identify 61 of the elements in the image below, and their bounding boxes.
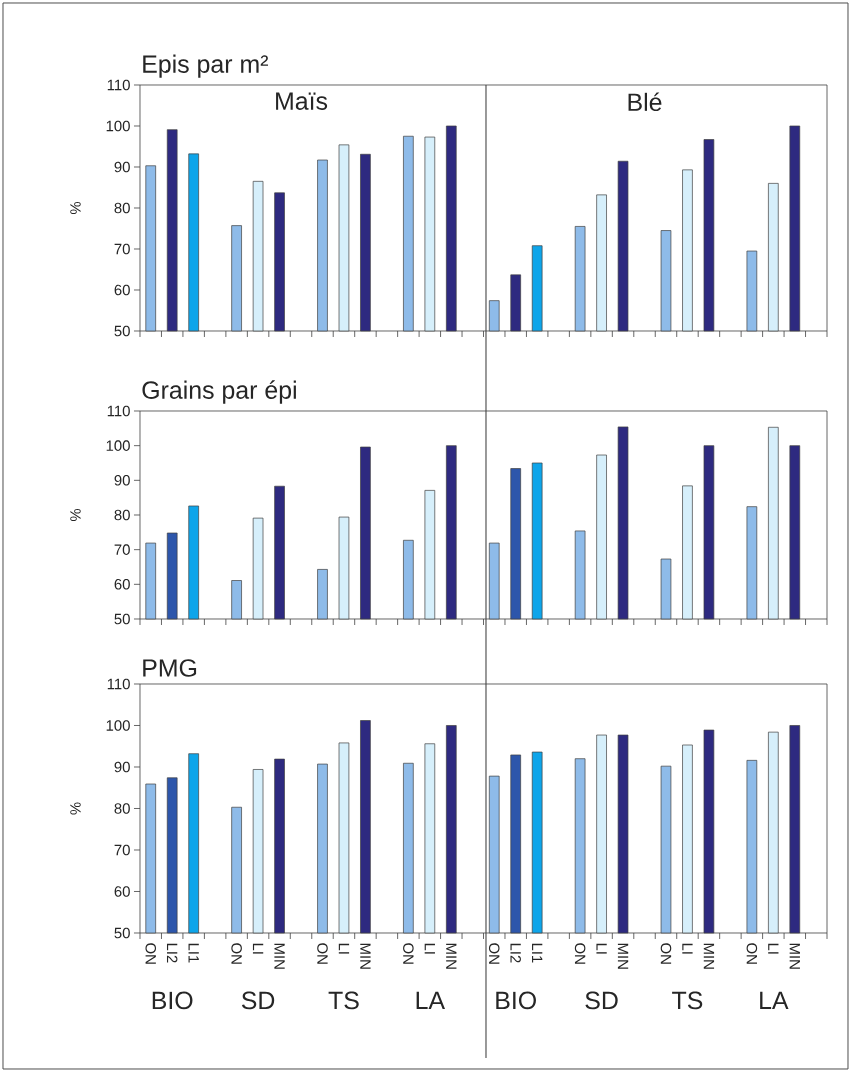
x-tick-label: MIN [789, 943, 800, 969]
x-tick-label: LI1 [188, 943, 199, 963]
x-tick-label: MIN [274, 943, 285, 969]
y-tick-label: 90 [114, 161, 130, 173]
x-tick-label: ON [231, 943, 242, 964]
y-tick-label: 70 [114, 544, 130, 555]
x-tick-label: LI [338, 943, 350, 954]
y-tick-label: 90 [114, 761, 130, 773]
text: TS [672, 991, 703, 1010]
x-tick-label: LI1 [532, 943, 543, 963]
x-tick-label: MIN [446, 943, 457, 969]
x-tick-label: ON [488, 943, 500, 964]
y-tick-label: 70 [114, 844, 130, 856]
y-axis-title: % [70, 201, 81, 215]
y-tick-label: 110 [107, 79, 130, 91]
x-tick-label: ON [317, 943, 328, 964]
x-tick-label: ON [403, 943, 414, 964]
text: BIO [496, 991, 536, 1010]
x-tick-label: LI [682, 943, 693, 954]
x-tick-label: MIN [617, 943, 629, 969]
chart-title: PMG [143, 659, 197, 677]
y-tick-label: 60 [114, 886, 130, 897]
x-tick-label: LI [596, 943, 607, 954]
text: SD [241, 991, 275, 1010]
y-axis-title: % [70, 508, 81, 522]
y-tick-label: 60 [114, 284, 130, 296]
x-tick-label: ON [660, 943, 672, 964]
x-tick-label: ON [746, 943, 758, 964]
y-tick-label: 90 [114, 475, 130, 486]
x-tick-label: LI [252, 943, 264, 954]
x-tick-label: LI2 [510, 943, 521, 963]
y-tick-label: 50 [114, 927, 130, 939]
y-axis-title: % [70, 802, 81, 815]
text: LA [760, 991, 789, 1009]
text: TS [328, 991, 359, 1010]
annotation: Blé [628, 92, 662, 112]
x-tick-label: MIN [360, 943, 371, 969]
y-tick-label: 100 [106, 120, 130, 132]
text: LA [416, 991, 446, 1009]
annotation: Maïs [276, 92, 328, 110]
x-tick-label: LI [424, 943, 435, 954]
chart-title: Grains par épi [142, 380, 296, 404]
x-tick-label: ON [574, 943, 586, 964]
y-tick-label: 50 [114, 325, 130, 337]
text: SD [585, 991, 618, 1010]
x-tick-label: ON [145, 943, 157, 964]
y-tick-label: 110 [107, 405, 130, 417]
y-tick-label: 80 [114, 509, 130, 521]
y-tick-label: 50 [114, 613, 130, 625]
x-tick-label: LI2 [166, 943, 178, 963]
y-tick-label: 70 [114, 243, 130, 255]
y-tick-label: 60 [114, 579, 130, 590]
y-tick-label: 110 [107, 678, 130, 690]
y-tick-label: 100 [106, 720, 130, 731]
text: BIO [152, 991, 193, 1010]
y-tick-label: 80 [114, 202, 130, 214]
x-tick-label: LI [768, 943, 779, 954]
y-tick-label: 100 [106, 440, 130, 451]
y-tick-label: 80 [114, 803, 130, 814]
x-tick-label: MIN [703, 943, 715, 969]
chart-title: Epis par m² [143, 54, 269, 78]
